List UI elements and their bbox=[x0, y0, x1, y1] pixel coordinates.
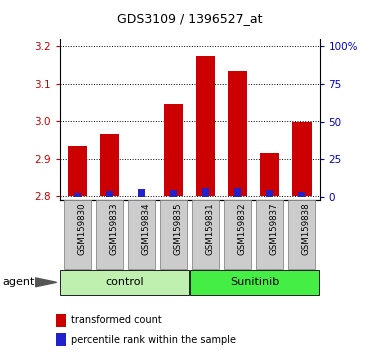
Bar bbox=[68, 146, 87, 196]
Text: percentile rank within the sample: percentile rank within the sample bbox=[70, 335, 236, 345]
Text: GSM159833: GSM159833 bbox=[109, 202, 119, 255]
Bar bbox=[234, 188, 241, 197]
Bar bbox=[202, 188, 209, 197]
Text: GSM159832: GSM159832 bbox=[238, 202, 247, 255]
Bar bbox=[96, 200, 123, 269]
Bar bbox=[228, 71, 248, 196]
Bar bbox=[224, 200, 251, 269]
Text: GSM159835: GSM159835 bbox=[174, 202, 182, 255]
Bar bbox=[56, 333, 67, 346]
Text: Sunitinib: Sunitinib bbox=[230, 277, 279, 287]
Text: GDS3109 / 1396527_at: GDS3109 / 1396527_at bbox=[117, 12, 262, 25]
Bar bbox=[190, 270, 319, 295]
Bar bbox=[128, 200, 155, 269]
Polygon shape bbox=[35, 278, 57, 287]
Bar bbox=[164, 104, 183, 196]
Bar bbox=[192, 200, 219, 269]
Text: GSM159830: GSM159830 bbox=[77, 202, 86, 255]
Text: agent: agent bbox=[2, 277, 34, 287]
Bar bbox=[74, 193, 81, 197]
Bar bbox=[256, 200, 283, 269]
Text: GSM159831: GSM159831 bbox=[206, 202, 215, 255]
Text: GSM159834: GSM159834 bbox=[142, 202, 151, 255]
Bar bbox=[260, 153, 280, 196]
Bar bbox=[138, 189, 145, 197]
Bar bbox=[160, 200, 187, 269]
Bar bbox=[60, 270, 189, 295]
Bar bbox=[266, 190, 273, 197]
Text: GSM159837: GSM159837 bbox=[270, 202, 279, 255]
Bar bbox=[106, 191, 113, 197]
Text: GSM159838: GSM159838 bbox=[302, 202, 311, 255]
Text: transformed count: transformed count bbox=[70, 315, 161, 325]
Bar bbox=[170, 190, 177, 197]
Bar bbox=[132, 195, 151, 196]
Bar bbox=[288, 200, 315, 269]
Bar bbox=[100, 135, 119, 196]
Text: control: control bbox=[105, 277, 144, 287]
Bar bbox=[292, 122, 311, 196]
Bar bbox=[196, 56, 215, 196]
Bar bbox=[64, 200, 91, 269]
Bar bbox=[56, 314, 67, 327]
Bar bbox=[298, 192, 305, 197]
